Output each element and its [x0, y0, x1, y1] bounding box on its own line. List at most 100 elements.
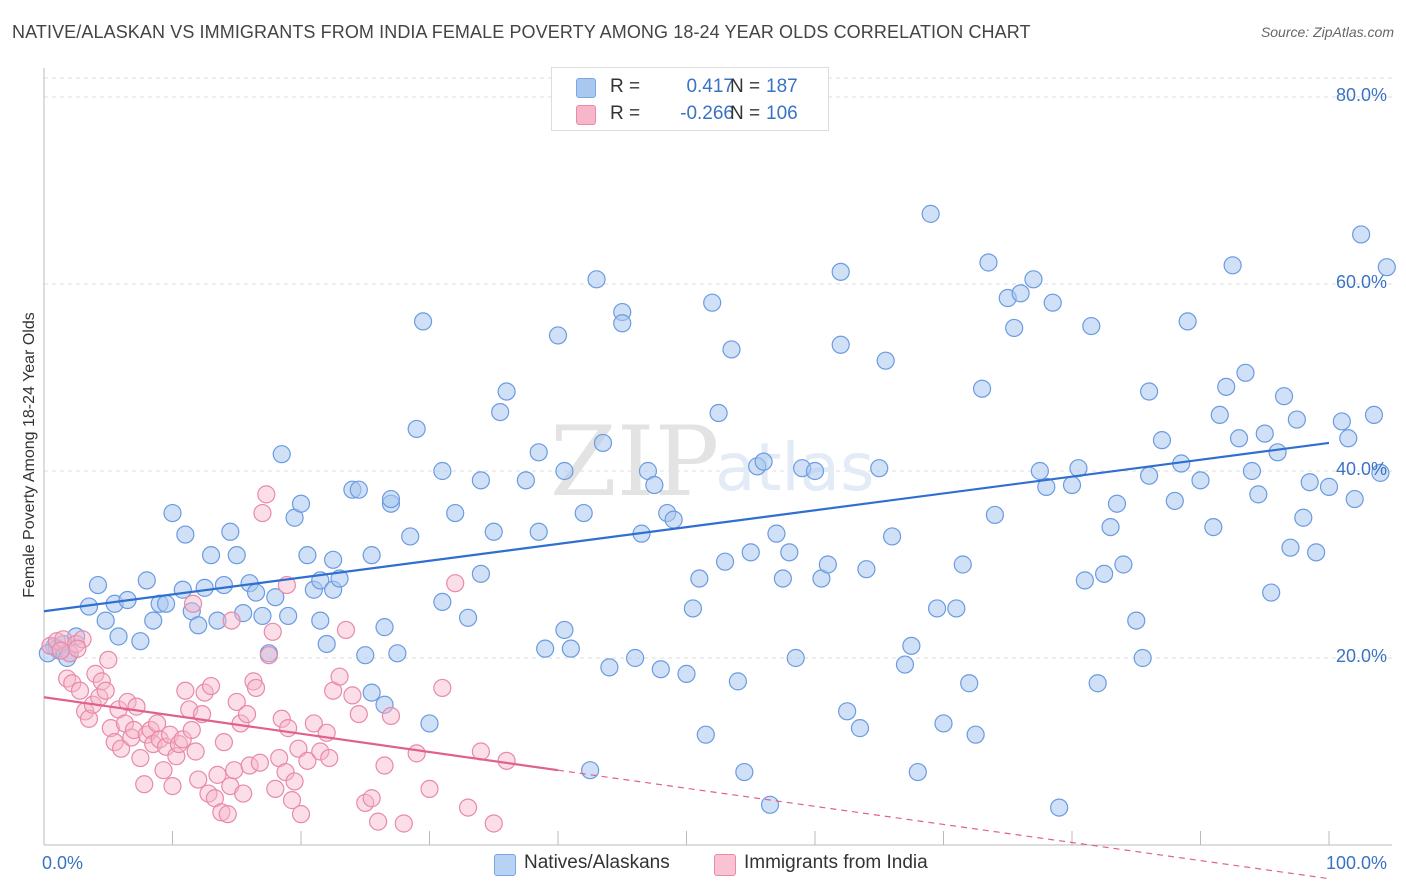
point-india [330, 667, 349, 686]
point-natives [1217, 377, 1236, 396]
point-natives [88, 575, 108, 595]
point-india [68, 639, 87, 658]
point-india [70, 681, 90, 700]
point-natives [741, 543, 760, 562]
point-natives [1191, 471, 1210, 490]
point-natives [1139, 466, 1159, 485]
point-natives [703, 293, 722, 312]
point-india [86, 664, 105, 683]
point-india [263, 622, 282, 641]
point-natives [330, 569, 349, 588]
point-natives [484, 522, 503, 541]
point-india [73, 630, 92, 649]
point-natives [375, 695, 394, 714]
point-india [253, 503, 272, 523]
point-natives [1352, 225, 1371, 244]
point-india [420, 779, 439, 799]
point-natives [767, 524, 786, 543]
point-natives [1364, 405, 1384, 424]
point-natives [401, 527, 420, 546]
point-india [131, 748, 150, 768]
point-natives [985, 505, 1005, 525]
point-india [237, 704, 257, 724]
point-natives [1274, 387, 1294, 406]
point-natives [1242, 461, 1262, 481]
point-natives [491, 402, 510, 422]
point-natives [1249, 485, 1268, 504]
point-natives [1043, 293, 1062, 312]
point-natives [356, 646, 375, 665]
point-natives [947, 599, 966, 618]
point-natives [1300, 473, 1319, 492]
point-natives [420, 714, 439, 733]
point-natives [1236, 363, 1255, 382]
point-natives [895, 655, 915, 674]
point-natives [972, 379, 992, 398]
r-label: R = [610, 103, 641, 124]
point-india [218, 805, 237, 824]
point-natives [1101, 517, 1120, 537]
point-natives [1127, 611, 1146, 630]
point-natives [1095, 564, 1114, 583]
point-natives [754, 452, 773, 471]
point-natives [1345, 489, 1364, 509]
point-natives [1011, 284, 1030, 303]
point-india [272, 709, 291, 728]
point-natives [349, 480, 368, 499]
point-natives [176, 525, 195, 544]
point-natives [902, 636, 921, 655]
trend-line-india [43, 696, 559, 772]
point-natives [587, 270, 606, 289]
point-natives [381, 489, 401, 509]
point-natives [156, 594, 176, 613]
point-natives [1088, 674, 1107, 693]
point-india [99, 650, 118, 669]
point-natives [1262, 583, 1281, 602]
point-india [289, 739, 308, 758]
point-natives [253, 606, 272, 626]
point-india [111, 739, 131, 758]
point-natives [548, 326, 568, 345]
point-natives [773, 569, 792, 588]
correlation-legend: R = 0.417 N = 187 R = -0.266 N = 106 [551, 67, 829, 131]
point-natives [163, 503, 182, 523]
point-india [369, 812, 388, 831]
point-natives [433, 592, 452, 612]
grid-lines [44, 77, 1392, 659]
point-natives [722, 340, 741, 359]
point-natives [1255, 424, 1274, 443]
point-india [163, 776, 182, 796]
series-legend: Natives/Alaskans Immigrants from India [0, 852, 1406, 876]
point-natives [246, 583, 266, 602]
point-natives [979, 253, 998, 272]
point-natives [1139, 382, 1159, 401]
point-natives [709, 403, 728, 423]
point-natives [298, 546, 317, 565]
point-natives [613, 314, 632, 333]
point-india [407, 744, 426, 763]
point-natives [574, 503, 593, 523]
r-value: -0.266 [680, 103, 734, 124]
point-natives [388, 644, 407, 663]
point-india [201, 676, 221, 696]
point-india [127, 697, 146, 716]
point-natives [458, 608, 478, 627]
point-india [311, 742, 330, 761]
point-natives [1268, 443, 1287, 462]
point-india [96, 681, 115, 700]
point-india [291, 805, 311, 824]
point-natives [433, 461, 452, 481]
point-india [282, 791, 302, 810]
point-india [240, 756, 259, 775]
point-natives [690, 569, 709, 588]
n-value: 106 [766, 103, 798, 124]
point-india [336, 620, 356, 640]
point-natives [189, 616, 208, 635]
point-natives [144, 611, 163, 630]
point-natives [1223, 256, 1242, 275]
point-india [458, 798, 478, 817]
legend-label-natives: Natives/Alaskans [524, 852, 670, 873]
point-natives [1294, 508, 1313, 527]
point-natives [664, 510, 683, 529]
